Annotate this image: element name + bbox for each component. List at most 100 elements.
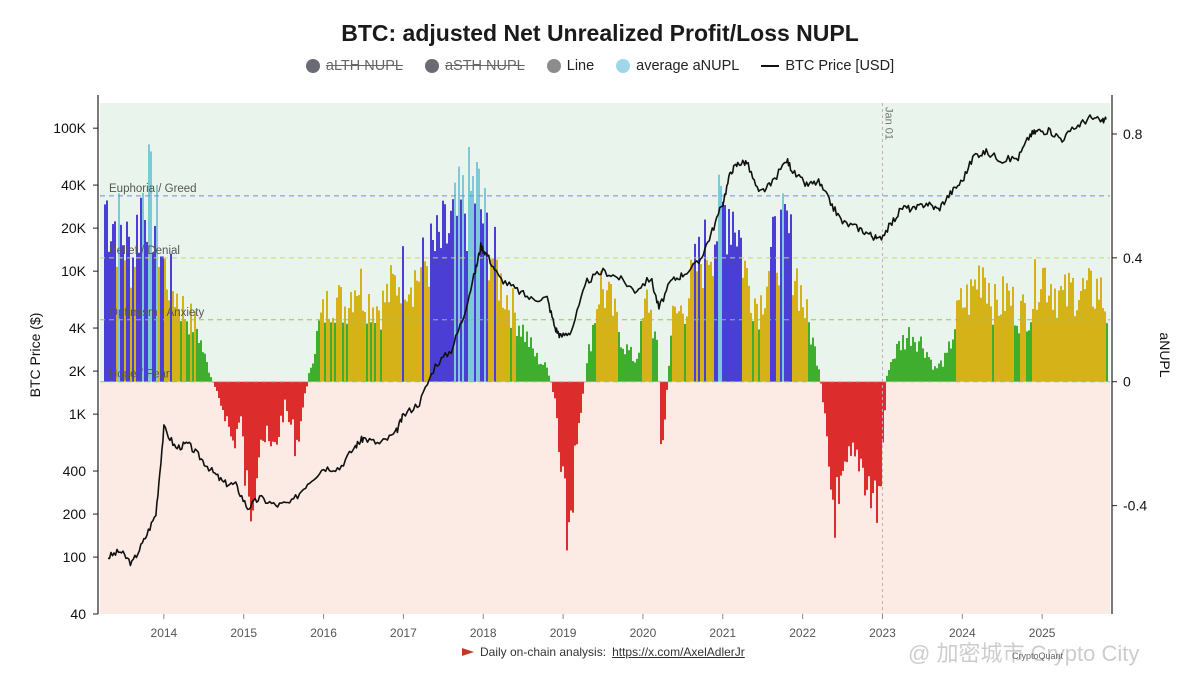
legend-item-alth-nupl[interactable]: aLTH NUPL (305, 58, 403, 74)
anupl-bar (736, 246, 738, 382)
anupl-bar (288, 381, 290, 423)
anupl-bar (942, 366, 944, 382)
anupl-bar (168, 300, 170, 382)
anupl-bar (768, 271, 770, 382)
anupl-bar (458, 166, 460, 382)
anupl-bar (394, 275, 396, 382)
anupl-bar (534, 356, 536, 382)
anupl-bar (570, 381, 572, 511)
legend-item-average-anupl[interactable]: average aNUPL (616, 58, 739, 74)
anupl-bar (868, 381, 870, 477)
anupl-bar (1000, 314, 1002, 382)
anupl-bar (500, 273, 502, 382)
anupl-bar (318, 320, 320, 382)
anupl-bar (794, 280, 796, 382)
anupl-bar (1032, 308, 1034, 382)
anupl-bar (672, 305, 674, 382)
anupl-bar (540, 363, 542, 382)
anupl-bar (610, 283, 612, 382)
anupl-bar (910, 345, 912, 382)
anupl-bar (828, 381, 830, 467)
anupl-bar (898, 341, 900, 382)
anupl-bar (306, 381, 308, 387)
anupl-bar (1088, 268, 1090, 382)
anupl-bar (224, 381, 226, 422)
anupl-bar (236, 381, 238, 429)
anupl-bar (1050, 284, 1052, 382)
anupl-bar (1056, 317, 1058, 382)
anupl-bar (564, 381, 566, 479)
anupl-bar (380, 329, 382, 382)
anupl-bar (450, 210, 452, 382)
anupl-bar (492, 258, 494, 382)
anupl-bar (146, 241, 148, 382)
anupl-bar (360, 268, 362, 382)
anupl-bar (616, 311, 618, 382)
anupl-bar (1064, 274, 1066, 382)
anupl-bar (116, 266, 118, 382)
anupl-bar (184, 318, 186, 382)
anupl-bar (478, 168, 480, 382)
anupl-bar (186, 321, 188, 382)
anupl-bar (504, 309, 506, 382)
anupl-bar (948, 341, 950, 382)
anupl-bar (388, 302, 390, 382)
anupl-bar (998, 315, 1000, 382)
anupl-bar (334, 322, 336, 382)
legend-item-line[interactable]: Line (546, 58, 594, 74)
anupl-bar (800, 285, 802, 382)
anupl-bar (396, 295, 398, 382)
anupl-bar (106, 200, 108, 382)
anupl-bar (896, 343, 898, 382)
anupl-bar (518, 325, 520, 382)
anupl-bar (208, 372, 210, 382)
anupl-bar (1052, 309, 1054, 382)
legend-item-btc-price-usd-[interactable]: BTC Price [USD] (761, 58, 894, 74)
anupl-bar (200, 340, 202, 382)
anupl-bar (1092, 306, 1094, 382)
anupl-bar (256, 381, 258, 479)
anupl-bar (670, 335, 672, 382)
anupl-bar (488, 280, 490, 382)
anupl-bar (602, 289, 604, 382)
anupl-bar (636, 358, 638, 382)
anupl-bar (444, 204, 446, 382)
anupl-bar (290, 381, 292, 425)
anupl-bar (154, 225, 156, 382)
anupl-bar (1090, 270, 1092, 382)
anupl-bar (674, 306, 676, 382)
anupl-bar (300, 381, 302, 422)
anupl-bar (710, 261, 712, 382)
anupl-bar (666, 381, 668, 390)
footer-link[interactable]: https://x.com/AxelAdlerJr (612, 645, 745, 659)
anupl-bar (846, 381, 848, 463)
anupl-bar (118, 193, 120, 382)
left-tick-label: 4K (69, 320, 87, 336)
anupl-bar (1008, 290, 1010, 382)
footer: Daily on-chain analysis: https://x.com/A… (462, 645, 745, 659)
anupl-bar (190, 303, 192, 382)
anupl-bar (832, 381, 834, 500)
anupl-bar (1030, 322, 1032, 382)
anupl-bar (260, 381, 262, 440)
anupl-bar (512, 288, 514, 382)
anupl-bar (372, 307, 374, 382)
anupl-bar (842, 381, 844, 471)
anupl-bar (386, 283, 388, 382)
anupl-bar (990, 306, 992, 382)
anupl-bar (656, 339, 658, 382)
anupl-bar (1094, 308, 1096, 382)
anupl-bar (740, 237, 742, 382)
legend-item-asth-nupl[interactable]: aSTH NUPL (424, 58, 525, 74)
anupl-bar (196, 328, 198, 382)
legend-dot-icon (616, 59, 631, 73)
anupl-bar (382, 290, 384, 382)
anupl-bar (1028, 330, 1030, 382)
anupl-bar (314, 353, 316, 382)
anupl-bar (132, 257, 134, 382)
anupl-bar (678, 311, 680, 382)
anupl-bar (622, 348, 624, 382)
anupl-bar (402, 246, 404, 382)
x-tick-label: 2019 (550, 626, 577, 640)
anupl-bar (568, 381, 570, 523)
